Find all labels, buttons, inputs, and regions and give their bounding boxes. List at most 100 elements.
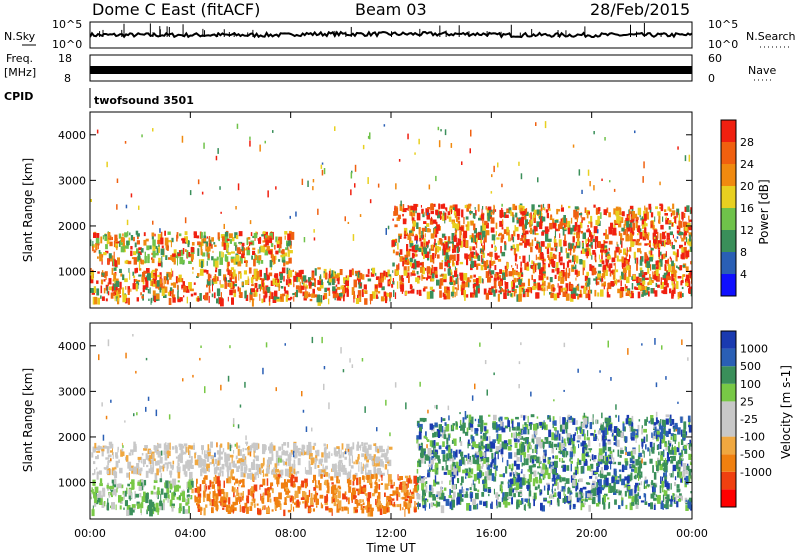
velocity-echo-cell — [298, 451, 302, 457]
power-echo-cell — [402, 213, 404, 217]
velocity-echo-cell — [150, 464, 152, 472]
velocity-echo-cell — [442, 418, 446, 421]
power-echo-cell — [578, 294, 582, 298]
power-echo-cell — [614, 262, 616, 270]
power-echo-cell — [522, 228, 525, 234]
power-echo-cell — [474, 290, 478, 298]
velocity-echo-cell — [644, 419, 647, 426]
power-echo-cell — [485, 230, 490, 236]
power-echo-cell — [101, 259, 103, 265]
power-echo-cell — [585, 238, 587, 245]
power-echo-cell — [231, 237, 235, 242]
power-echo-cell — [635, 217, 639, 220]
velocity-echo-cell — [635, 482, 639, 488]
power-echo-cell — [671, 223, 673, 227]
power-echo-cell — [305, 286, 307, 294]
power-echo-cell — [367, 177, 369, 184]
power-echo-cell — [576, 226, 579, 231]
power-echo-cell — [199, 293, 202, 301]
power-echo-cell — [445, 252, 449, 260]
velocity-echo-cell — [176, 466, 181, 473]
power-echo-cell — [533, 209, 537, 215]
velocity-echo-cell — [310, 493, 313, 499]
velocity-echo-cell — [92, 473, 94, 476]
power-echo-cell — [369, 132, 371, 140]
velocity-echo-cell — [554, 478, 556, 485]
velocity-echo-cell — [111, 502, 115, 510]
power-echo-cell — [565, 267, 568, 276]
power-echo-cell — [328, 298, 330, 305]
power-echo-cell — [413, 203, 418, 211]
power-echo-cell — [590, 242, 593, 248]
power-echo-cell — [500, 237, 504, 243]
velocity-echo-cell — [629, 502, 633, 511]
power-echo-cell — [470, 292, 474, 298]
velocity-echo-cell — [140, 467, 143, 472]
power-echo-cell — [645, 207, 648, 215]
power-echo-cell — [109, 241, 113, 247]
power-echo-cell — [627, 290, 630, 294]
velocity-echo-cell — [524, 424, 529, 430]
velocity-echo-cell — [477, 424, 481, 428]
power-echo-cell — [383, 291, 387, 297]
velocity-echo-cell — [293, 459, 296, 466]
velocity-echo-cell — [251, 463, 255, 470]
power-echo-cell — [361, 274, 365, 280]
power-colorbar-swatch — [721, 142, 736, 164]
velocity-echo-cell — [252, 490, 255, 493]
power-echo-cell — [490, 217, 495, 224]
power-echo-cell — [416, 212, 421, 221]
power-echo-cell — [608, 247, 610, 251]
power-echo-cell — [502, 275, 504, 278]
power-echo-cell — [152, 128, 154, 132]
velocity-echo-cell — [515, 487, 518, 493]
velocity-echo-cell — [407, 507, 411, 514]
power-echo-cell — [314, 280, 316, 288]
power-echo-cell — [156, 248, 159, 255]
power-echo-cell — [110, 292, 114, 299]
power-echo-cell — [279, 243, 282, 249]
power-echo-cell — [93, 232, 97, 238]
power-echo-cell — [537, 256, 540, 260]
power-echo-cell — [530, 227, 533, 235]
velocity-echo-cell — [194, 496, 199, 503]
power-echo-cell — [113, 240, 116, 248]
power-echo-cell — [579, 260, 584, 265]
power-echo-cell — [283, 252, 288, 257]
velocity-echo-cell — [253, 450, 255, 458]
power-echo-cell — [101, 272, 104, 276]
velocity-echo-cell — [377, 498, 381, 506]
power-echo-cell — [625, 233, 630, 242]
power-echo-cell — [498, 272, 500, 278]
power-echo-cell — [418, 248, 422, 252]
power-echo-cell — [502, 289, 506, 293]
velocity-echo-cell — [638, 495, 641, 499]
power-echo-cell — [105, 244, 108, 250]
power-echo-cell — [553, 293, 558, 301]
power-echo-cell — [688, 225, 692, 231]
power-echo-cell — [127, 260, 132, 265]
velocity-echo-cell — [180, 457, 183, 464]
power-echo-cell — [219, 251, 221, 258]
power-echo-cell — [439, 225, 441, 231]
velocity-echo-cell — [362, 463, 364, 471]
power-echo-cell — [228, 269, 232, 277]
power-echo-cell — [105, 276, 107, 280]
power-echo-cell — [482, 230, 486, 238]
velocity-echo-cell — [364, 445, 367, 454]
velocity-echo-cell — [227, 471, 230, 479]
power-echo-cell — [351, 287, 355, 295]
freq-trace — [90, 66, 692, 74]
power-echo-cell — [457, 238, 462, 246]
power-echo-cell — [258, 276, 260, 280]
power-echo-cell — [249, 136, 251, 140]
velocity-echo-cell — [356, 500, 359, 508]
power-echo-cell — [272, 261, 275, 265]
power-echo-cell — [153, 276, 157, 284]
power-echo-cell — [485, 264, 490, 269]
velocity-echo-cell — [665, 445, 669, 451]
velocity-echo-cell — [240, 472, 244, 478]
power-echo-cell — [617, 288, 621, 294]
power-echo-cell — [224, 276, 226, 283]
velocity-echo-cell — [174, 485, 177, 492]
